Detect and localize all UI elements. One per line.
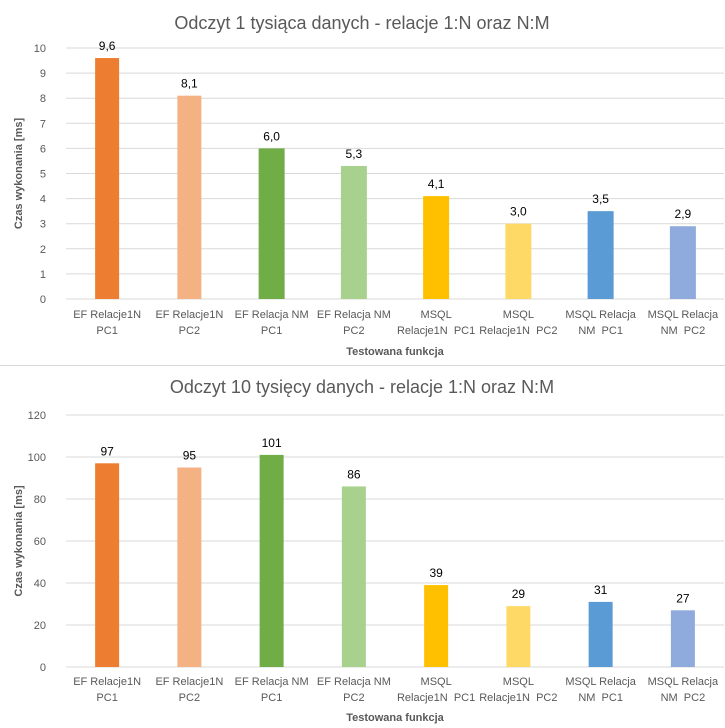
- y-tick-label: 6: [40, 143, 46, 155]
- data-label: 8,1: [181, 77, 198, 91]
- x-axis-title: Testowana funkcja: [346, 712, 444, 724]
- bar: [259, 454, 284, 667]
- data-label: 86: [347, 467, 361, 481]
- bar: [95, 58, 120, 299]
- x-tick-label: PC2: [179, 692, 200, 704]
- y-tick-label: 10: [34, 43, 46, 55]
- x-tick-label: Relacje1N PC1: [397, 692, 475, 704]
- y-tick-label: 80: [34, 494, 46, 506]
- data-label: 97: [100, 444, 114, 458]
- x-tick-label: EF Relacje1N: [73, 676, 141, 688]
- x-tick-label: Relacje1N PC2: [479, 325, 557, 337]
- chart-panel-1k: Odczyt 1 tysiąca danych - relacje 1:N or…: [13, 13, 724, 358]
- y-tick-label: 2: [40, 244, 46, 256]
- bar: [423, 196, 450, 299]
- data-label: 3,0: [510, 205, 527, 219]
- x-tick-label: MSQL Relacja: [565, 676, 636, 688]
- x-tick-label: EF Relacje1N: [155, 309, 223, 321]
- x-tick-label: EF Relacja NM: [317, 309, 391, 321]
- bar: [424, 585, 449, 667]
- x-tick-label: NM PC1: [578, 325, 623, 337]
- y-tick-label: 0: [40, 662, 46, 674]
- data-label: 27: [676, 591, 690, 605]
- data-label: 29: [512, 587, 526, 601]
- chart-1k-svg: Odczyt 1 tysiąca danych - relacje 1:N or…: [13, 13, 724, 358]
- chart-title: Odczyt 10 tysięcy danych - relacje 1:N o…: [170, 377, 554, 397]
- x-tick-label: NM PC2: [661, 325, 706, 337]
- y-tick-label: 100: [28, 452, 46, 464]
- bar: [506, 606, 531, 667]
- x-tick-label: MSQL: [421, 676, 452, 688]
- data-label: 5,3: [346, 147, 363, 161]
- bar: [95, 463, 120, 667]
- x-tick-label: PC1: [261, 692, 282, 704]
- data-label: 3,5: [592, 192, 609, 206]
- x-tick-label: MSQL Relacja: [648, 309, 719, 321]
- x-tick-label: PC2: [343, 692, 364, 704]
- x-tick-label: EF Relacje1N: [73, 309, 141, 321]
- x-tick-label: MSQL Relacja: [648, 676, 719, 688]
- y-tick-label: 0: [40, 294, 46, 306]
- bar: [340, 165, 367, 299]
- x-tick-label: PC2: [343, 325, 364, 337]
- data-label: 9,6: [99, 39, 116, 53]
- x-tick-label: MSQL Relacja: [565, 309, 636, 321]
- data-label: 31: [594, 583, 608, 597]
- y-tick-label: 4: [40, 194, 46, 206]
- x-tick-label: EF Relacja NM: [235, 309, 309, 321]
- bar: [669, 226, 696, 299]
- y-axis-title: Czas wykonania [ms]: [13, 485, 25, 597]
- y-tick-label: 20: [34, 620, 46, 632]
- y-axis-title: Czas wykonania [ms]: [13, 118, 25, 230]
- y-tick-label: 5: [40, 169, 46, 181]
- bar: [341, 486, 366, 667]
- x-tick-label: PC2: [179, 325, 200, 337]
- y-tick-label: 9: [40, 68, 46, 80]
- chart-title: Odczyt 1 tysiąca danych - relacje 1:N or…: [174, 13, 549, 33]
- y-tick-label: 120: [28, 410, 46, 422]
- x-tick-label: PC1: [96, 325, 117, 337]
- y-tick-label: 3: [40, 219, 46, 231]
- x-tick-label: PC1: [261, 325, 282, 337]
- x-tick-label: Relacje1N PC2: [479, 692, 557, 704]
- x-axis-title: Testowana funkcja: [346, 346, 444, 358]
- panel-divider: [0, 365, 725, 366]
- y-tick-label: 1: [40, 269, 46, 281]
- data-label: 4,1: [428, 177, 445, 191]
- y-tick-label: 60: [34, 536, 46, 548]
- data-label: 6,0: [263, 129, 280, 143]
- x-tick-label: EF Relacja NM: [235, 676, 309, 688]
- chart-10k-svg: Odczyt 10 tysięcy danych - relacje 1:N o…: [13, 377, 724, 724]
- bar: [588, 601, 613, 667]
- chart-panel-10k: Odczyt 10 tysięcy danych - relacje 1:N o…: [0, 367, 725, 728]
- x-tick-label: PC1: [96, 692, 117, 704]
- x-tick-label: NM PC2: [661, 692, 706, 704]
- data-label: 39: [429, 566, 443, 580]
- x-tick-label: Relacje1N PC1: [397, 325, 475, 337]
- bar: [670, 610, 695, 667]
- data-label: 2,9: [675, 207, 692, 221]
- bar: [587, 211, 614, 299]
- bar: [177, 467, 202, 667]
- y-tick-label: 40: [34, 578, 46, 590]
- x-tick-label: NM PC1: [578, 692, 623, 704]
- data-label: 95: [183, 449, 197, 463]
- x-tick-label: EF Relacje1N: [155, 676, 223, 688]
- bar: [505, 223, 532, 299]
- x-tick-label: MSQL: [503, 309, 534, 321]
- y-tick-label: 8: [40, 93, 46, 105]
- x-tick-label: MSQL: [421, 309, 452, 321]
- bar: [258, 148, 285, 299]
- x-tick-label: MSQL: [503, 676, 534, 688]
- bar: [177, 95, 202, 299]
- x-tick-label: EF Relacja NM: [317, 676, 391, 688]
- y-tick-label: 7: [40, 118, 46, 130]
- data-label: 101: [262, 436, 282, 450]
